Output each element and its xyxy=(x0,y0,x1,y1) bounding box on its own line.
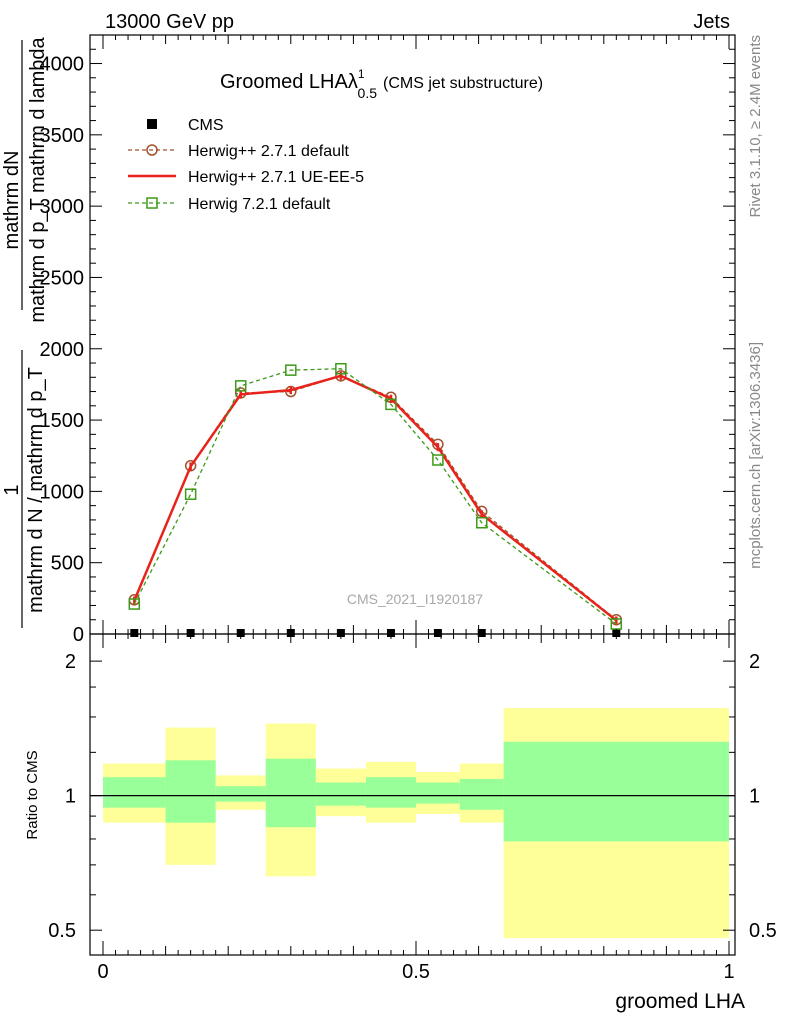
legend-herwig7-marker xyxy=(146,197,158,209)
top-y-tick-label: 1000 xyxy=(40,481,85,503)
point-herwig-7-2-1-default-7 xyxy=(475,517,488,529)
legend-entry-cms: CMS xyxy=(147,117,224,134)
point-herwig-2-7-1-default-4 xyxy=(335,370,347,382)
title-note: (CMS jet substructure) xyxy=(383,75,543,92)
x-tick-label: 1 xyxy=(723,961,734,983)
point-cms-6 xyxy=(433,629,442,637)
top-y-tick-label: 3000 xyxy=(40,196,85,218)
ratio-y-axis-label: Ratio to CMS xyxy=(24,750,41,839)
top-y-tick-label: 500 xyxy=(51,553,84,575)
header-right-label: Jets xyxy=(693,11,730,33)
legend-herwig-default-label: Herwig++ 2.7.1 default xyxy=(188,143,350,160)
mcplots-credit-label: mcplots.cern.ch [arXiv:1306.3436] xyxy=(747,342,764,569)
legend: CMS Herwig++ 2.7.1 default Herwig++ 2.7.… xyxy=(128,117,364,213)
ratio-inner-band-2 xyxy=(215,786,266,802)
legend-entry-herwig7: Herwig 7.2.1 default xyxy=(128,196,331,213)
rivet-version-label: Rivet 3.1.10, ≥ 2.4M events xyxy=(747,35,764,218)
top-y-tick-label: 4000 xyxy=(40,54,85,76)
point-herwig-7-2-1-default-3 xyxy=(285,364,297,376)
header-left-label: 13000 GeV pp xyxy=(105,11,234,33)
legend-herwig7-label: Herwig 7.2.1 default xyxy=(188,196,331,213)
point-herwig-7-2-1-default-0 xyxy=(128,598,141,610)
series-herwig-2-7-1-default xyxy=(128,370,623,626)
top-y-tick-label: 2500 xyxy=(40,267,85,289)
x-tick-label: 0 xyxy=(97,961,108,983)
point-herwig-7-2-1-default-5 xyxy=(385,398,397,411)
legend-entry-herwig-default: Herwig++ 2.7.1 default xyxy=(128,143,350,160)
ylabel-bottom-numerator: 1 xyxy=(1,484,23,495)
x-axis-label: groomed LHA xyxy=(615,990,745,1013)
ylabel-bottom-denominator: mathrm d N / mathrm d p_T xyxy=(25,367,47,613)
top-y-tick-label: 0 xyxy=(73,624,84,646)
point-cms-7 xyxy=(477,629,486,637)
ratio-panel-frame xyxy=(89,633,736,956)
ratio-y-tick-label-left: 1 xyxy=(65,786,76,808)
title-subscript: 0.5 xyxy=(358,85,378,101)
point-herwig-2-7-1-default-1 xyxy=(184,459,197,472)
top-y-tick-label: 2000 xyxy=(40,339,85,361)
legend-cms-marker xyxy=(147,119,157,129)
ylabel-top-denominator: mathrm d p_T mathrm d lambda xyxy=(27,36,49,322)
ratio-y-tick-label-left: 0.5 xyxy=(48,920,76,942)
ratio-inner-band-3 xyxy=(265,758,316,828)
ratio-y-tick-label-left: 2 xyxy=(65,651,76,673)
title-main-text: Groomed LHAλ xyxy=(220,71,358,93)
ratio-y-tick-label-right: 0.5 xyxy=(749,920,777,942)
point-herwig-7-2-1-default-1 xyxy=(184,488,197,500)
series-cms xyxy=(130,629,621,637)
ratio-inner-band-5 xyxy=(365,777,416,808)
point-herwig-7-2-1-default-6 xyxy=(432,454,444,466)
axes: 0 500 1000 1500 2000 2500 3000 3500 4000 0 0.5 1 0.5… xyxy=(40,34,777,983)
ratio-inner-band-0 xyxy=(103,777,166,808)
top-y-tick-label: 1500 xyxy=(40,410,85,432)
legend-cms-label: CMS xyxy=(188,117,224,134)
legend-herwig-default-marker xyxy=(146,144,158,156)
series-line-herwig-2-7-1-ue-ee-5 xyxy=(133,374,618,622)
top-y-tick-label: 3500 xyxy=(40,125,85,147)
ratio-inner-band-8 xyxy=(503,741,729,842)
ratio-inner-band-6 xyxy=(416,782,460,804)
point-cms-0 xyxy=(130,629,139,637)
ylabel-top-numerator: mathrm dN xyxy=(1,151,23,250)
series-line-herwig-7-2-1-default xyxy=(133,368,617,625)
title-superscript: 1 xyxy=(358,67,365,81)
series-herwig-2-7-1-ue-ee-5 xyxy=(133,371,618,625)
main-plot-title: Groomed LHAλ1 0.5 (CMS jet substructure) xyxy=(220,67,543,101)
ratio-inner-band-1 xyxy=(165,760,216,823)
legend-entry-herwig-ueee5: Herwig++ 2.7.1 UE-EE-5 xyxy=(128,169,364,186)
ratio-y-tick-label-right: 1 xyxy=(749,786,760,808)
ratio-inner-band-4 xyxy=(315,782,366,806)
ratio-inner-band-7 xyxy=(459,778,504,810)
point-herwig-7-2-1-default-4 xyxy=(335,362,347,375)
x-tick-label: 0.5 xyxy=(402,961,430,983)
top-panel-frame xyxy=(89,34,736,635)
series-herwig-7-2-1-default xyxy=(128,362,623,630)
series-line-herwig-2-7-1-default xyxy=(133,375,617,621)
analysis-watermark: CMS_2021_I1920187 xyxy=(347,591,483,607)
ratio-bands xyxy=(90,708,735,939)
point-herwig-7-2-1-default-2 xyxy=(234,380,247,392)
top-y-axis-label: 1 mathrm d N / mathrm d p_T mathrm dN ma… xyxy=(1,36,49,628)
ratio-y-tick-label-right: 2 xyxy=(749,651,760,673)
legend-herwig-ueee5-label: Herwig++ 2.7.1 UE-EE-5 xyxy=(188,169,364,186)
